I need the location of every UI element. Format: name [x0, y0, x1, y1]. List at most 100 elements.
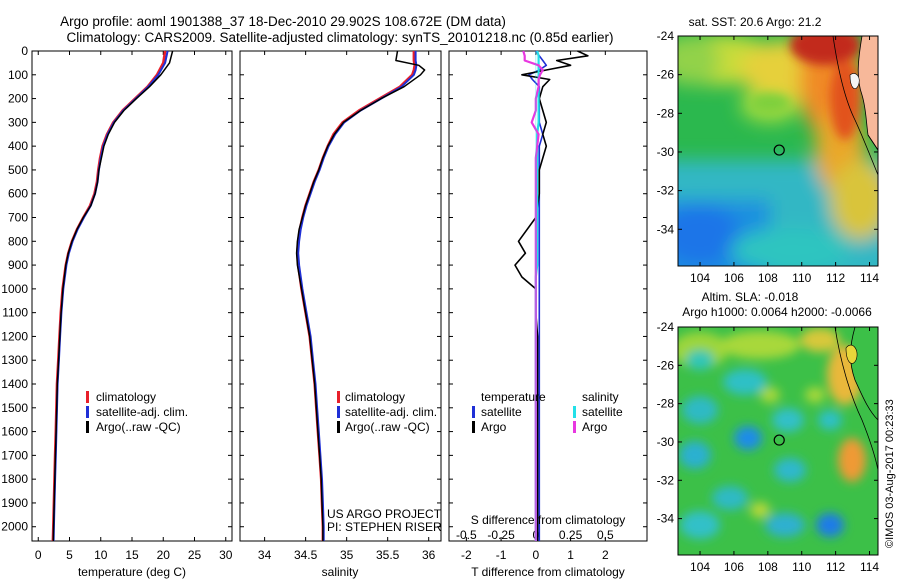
map-x-tick-label: 112: [826, 271, 845, 285]
depth-tick-label: 1500: [1, 401, 28, 415]
temperature-legend: climatology satellite-adj. clim. Argo(..…: [86, 390, 188, 434]
legend-swatch-temp-argo: [472, 421, 475, 433]
map-y-tick-label: -28: [657, 106, 675, 120]
depth-tick-label: 900: [8, 258, 28, 272]
sla-map-title: Altim. SLA: -0.018: [702, 290, 799, 304]
map-y-tick-label: -34: [657, 512, 675, 526]
map-y-tick-label: -30: [657, 435, 675, 449]
series-line-satellite-adj-clim-: [297, 51, 418, 541]
pi-label: PI: STEPHEN RISER: [327, 520, 442, 534]
map-y-tick-label: -32: [657, 184, 675, 198]
legend-temperature-title: temperature: [481, 390, 546, 404]
sst-argo-marker: [773, 144, 785, 156]
s-diff-tick-label: -0.5: [456, 528, 477, 542]
sla-map-frame: [677, 326, 879, 556]
depth-tick-label: 1700: [1, 448, 28, 462]
series-line-satellite-adj-clim-: [52, 50, 169, 542]
difference-xlabel: T difference from climatology: [471, 565, 625, 579]
x-tick-label: 36: [422, 548, 436, 562]
x-tick-label: 30: [219, 548, 233, 562]
depth-tick-label: 1600: [1, 425, 28, 439]
legend-argo: Argo(..raw -QC): [345, 420, 430, 434]
sst-map: sat. SST: 20.6 Argo: 21.2: [657, 15, 880, 285]
temperature-xlabel: temperature (deg C): [78, 565, 186, 579]
sla-field: [678, 327, 878, 555]
sst-map-ticks: 104 106 108 110 112 114 -24 -26 -28 -30 -32 -34: [657, 29, 880, 285]
depth-tick-label: 1400: [1, 377, 28, 391]
x-tick-label: 34: [258, 548, 272, 562]
legend-swatch-argo: [86, 421, 89, 433]
sst-map-frame: [677, 35, 879, 267]
project-label: US ARGO PROJECT: [327, 507, 442, 521]
legend-swatch-climatology: [337, 391, 340, 403]
temperature-ticks: 0 5 10 15 20 25 30: [32, 50, 233, 562]
difference-top-xlabel: S difference from climatology: [471, 513, 626, 527]
map-x-tick-label: 106: [724, 560, 744, 574]
difference-legend: temperature satellite Argo salinity sate…: [472, 390, 623, 434]
depth-tick-label: 1800: [1, 472, 28, 486]
depth-tick-label: 300: [8, 115, 28, 129]
s-diff-tick-label: 0.5: [597, 528, 614, 542]
legend-climatology: climatology: [345, 390, 405, 404]
legend-temp-satellite: satellite: [481, 405, 522, 419]
depth-tick-label: 200: [8, 92, 28, 106]
map-x-tick-label: 114: [860, 560, 879, 574]
sla-argo-marker: [773, 434, 785, 446]
s-diff-tick-label: 0.25: [559, 528, 583, 542]
map-y-tick-label: -30: [657, 145, 675, 159]
legend-argo: Argo(..raw -QC): [96, 420, 181, 434]
legend-climatology: climatology: [96, 390, 156, 404]
salinity-ticks: 34 34.5 35 35.5 36: [240, 50, 441, 562]
map-x-tick-label: 110: [792, 560, 811, 574]
depth-tick-label: 600: [8, 187, 28, 201]
legend-swatch-satellite: [86, 406, 89, 418]
series-line-climatology: [296, 51, 417, 541]
legend-sal-satellite: satellite: [582, 405, 623, 419]
map-y-tick-label: -34: [657, 222, 675, 236]
map-y-tick-label: -24: [657, 29, 675, 43]
temperature-panel: 0 5 10 15 20 25 30 temperature (deg C) climato…: [31, 50, 233, 579]
legend-swatch-satellite: [337, 406, 340, 418]
difference-lines: [514, 50, 589, 541]
sla-map-ticks: 104 106 108 110 112 114 -24 -26 -28 -30 -32 -34: [657, 320, 880, 574]
difference-ticks: -2 -1 0 1 2-0.5 -0.25 0 0.25 0.5: [449, 50, 647, 562]
map-x-tick-label: 106: [724, 271, 744, 285]
map-y-tick-label: -24: [657, 320, 675, 334]
series-line-argo-raw-qc-: [52, 50, 174, 542]
legend-temp-argo: Argo: [481, 420, 507, 434]
x-tick-label: 34.5: [294, 548, 318, 562]
series-line-climatology: [51, 50, 167, 542]
map-x-tick-label: 108: [758, 271, 778, 285]
salinity-xlabel: salinity: [322, 565, 359, 579]
x-tick-label: -1: [496, 548, 507, 562]
depth-tick-label: 1300: [1, 353, 28, 367]
legend-satellite: satellite-adj. clim.: [345, 405, 437, 419]
x-tick-label: 35.5: [376, 548, 400, 562]
depth-tick-label: 500: [8, 163, 28, 177]
map-y-tick-label: -26: [657, 358, 675, 372]
map-x-tick-label: 108: [758, 560, 778, 574]
map-y-tick-label: -26: [657, 68, 675, 82]
depth-tick-label: 700: [8, 211, 28, 225]
map-x-tick-label: 104: [690, 560, 710, 574]
series-line-argo-raw-qc-: [295, 50, 426, 541]
salinity-plot-frame: [239, 50, 442, 542]
x-tick-label: 0: [532, 548, 539, 562]
salinity-panel: 34 34.5 35 35.5 36 salinity climatology sate…: [239, 50, 442, 579]
map-y-tick-label: -32: [657, 473, 675, 487]
legend-swatch-climatology: [86, 391, 89, 403]
map-y-tick-label: -28: [657, 397, 675, 411]
x-tick-label: 10: [94, 548, 108, 562]
imos-stamp: ©IMOS 03-Aug-2017 00:23:33: [884, 399, 896, 548]
x-tick-label: -2: [461, 548, 472, 562]
sst-map-title: sat. SST: 20.6 Argo: 21.2: [689, 15, 822, 29]
x-tick-label: 1: [567, 548, 574, 562]
legend-sal-argo: Argo: [582, 420, 608, 434]
s-diff-tick-label: -0.25: [487, 528, 515, 542]
sla-map-subtitle: Argo h1000: 0.0064 h2000: -0.0066: [682, 305, 872, 319]
legend-swatch-temp-satellite: [472, 406, 475, 418]
x-tick-label: 20: [157, 548, 171, 562]
title-line-2: Climatology: CARS2009. Satellite-adjuste…: [66, 30, 613, 45]
x-tick-label: 15: [125, 548, 139, 562]
